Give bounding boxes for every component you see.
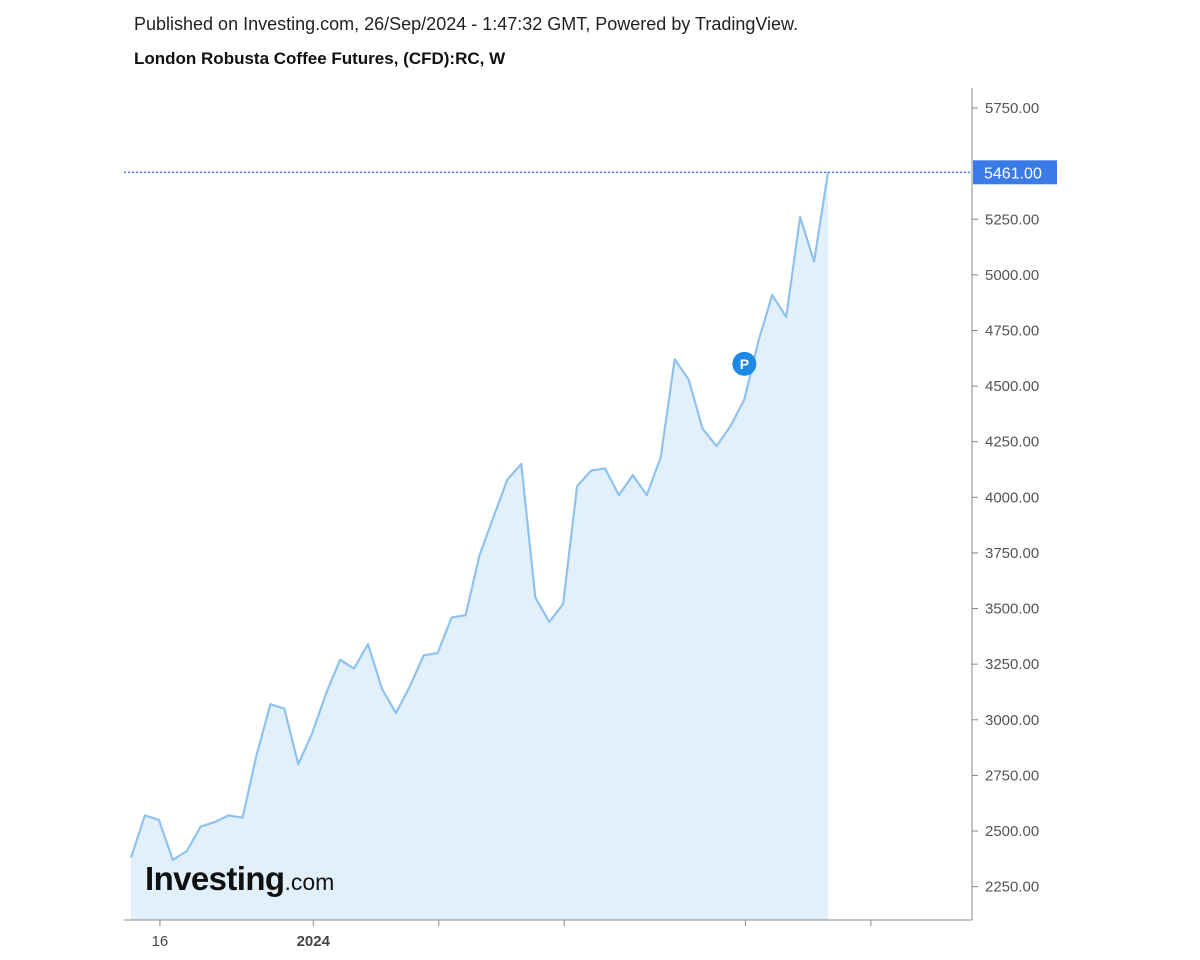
chart-title: London Robusta Coffee Futures, (CFD):RC,… — [134, 49, 506, 68]
last-price-box — [973, 160, 1057, 185]
p-marker-label: P — [740, 356, 749, 372]
x-tick-label: 2024 — [297, 933, 331, 950]
investing-logo: Investing.com — [145, 860, 334, 898]
p-marker — [732, 351, 757, 376]
y-tick-label: 4000.00 — [985, 489, 1039, 506]
last-price-label: 5461.00 — [984, 165, 1042, 182]
y-tick-label: 2500.00 — [985, 823, 1039, 840]
y-tick-label: 2750.00 — [985, 767, 1039, 784]
logo-suffix: .com — [284, 869, 335, 895]
y-tick-label: 3250.00 — [985, 656, 1039, 673]
x-tick-label: 16 — [152, 933, 169, 950]
y-tick-label: 4750.00 — [985, 322, 1039, 339]
price-line — [129, 172, 830, 861]
y-tick-label: 4500.00 — [985, 378, 1039, 395]
y-tick-label: 5250.00 — [985, 211, 1039, 228]
y-tick-label: 4250.00 — [985, 434, 1039, 451]
y-tick-label: 3000.00 — [985, 712, 1039, 729]
y-tick-label: 3750.00 — [985, 545, 1039, 562]
y-tick-label: 2250.00 — [985, 879, 1039, 896]
y-tick-label: 3500.00 — [985, 601, 1039, 618]
published-info: Published on Investing.com, 26/Sep/2024 … — [134, 14, 799, 34]
price-area — [131, 172, 828, 921]
logo-text: Investing — [145, 860, 285, 897]
y-tick-label: 5000.00 — [985, 267, 1039, 284]
y-tick-label: 5750.00 — [985, 100, 1039, 117]
